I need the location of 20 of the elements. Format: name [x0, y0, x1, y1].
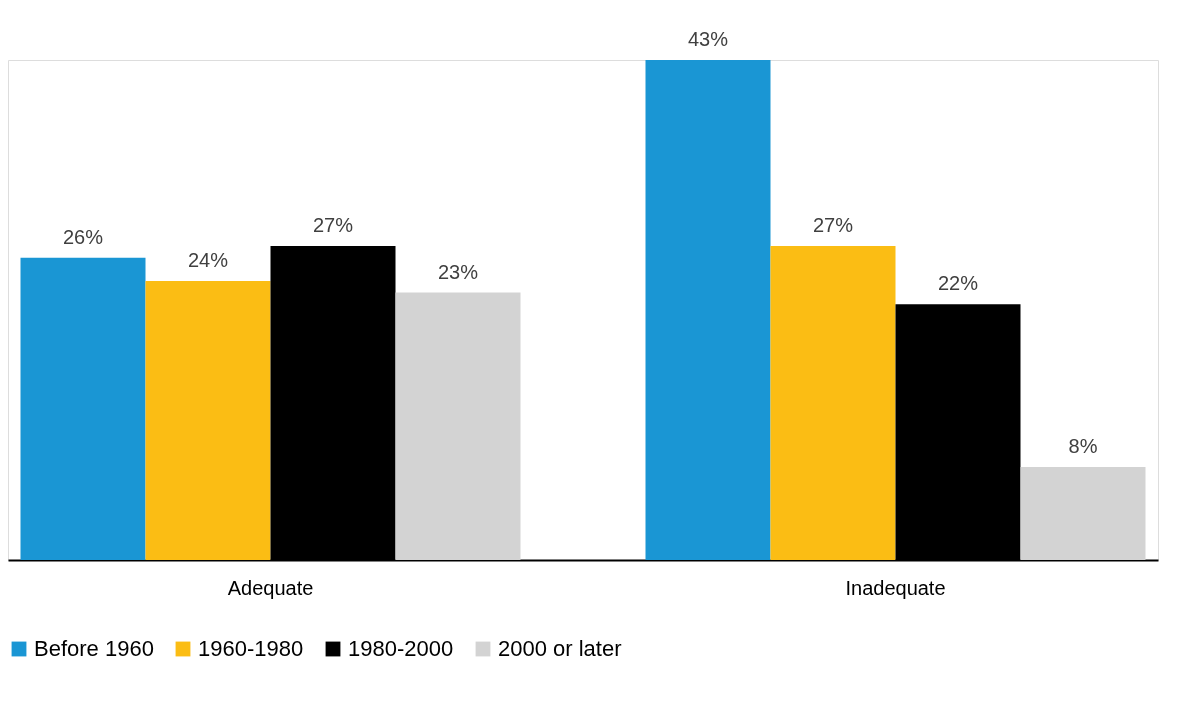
- data-label: 43%: [687, 28, 729, 50]
- legend-label: Before 1960: [34, 636, 154, 661]
- x-tick-label: Adequate: [227, 576, 314, 599]
- bar: [145, 280, 271, 560]
- data-label: 23%: [437, 260, 479, 283]
- data-label: 26%: [62, 225, 104, 248]
- legend-label: 1980-2000: [348, 636, 454, 661]
- x-tick-label: Inadequate: [845, 576, 946, 599]
- data-label: 27%: [812, 214, 854, 237]
- bar: [395, 292, 521, 560]
- legend-label: 1960-1980: [198, 636, 304, 661]
- data-label: 22%: [937, 272, 979, 295]
- data-label: 27%: [312, 214, 354, 237]
- legend-label: 2000 or later: [498, 636, 622, 661]
- bar: [20, 257, 146, 560]
- bar: [770, 246, 896, 560]
- data-label: 8%: [1068, 434, 1098, 457]
- bar: [645, 60, 771, 560]
- data-label: 24%: [187, 248, 229, 271]
- bar: [1020, 466, 1146, 560]
